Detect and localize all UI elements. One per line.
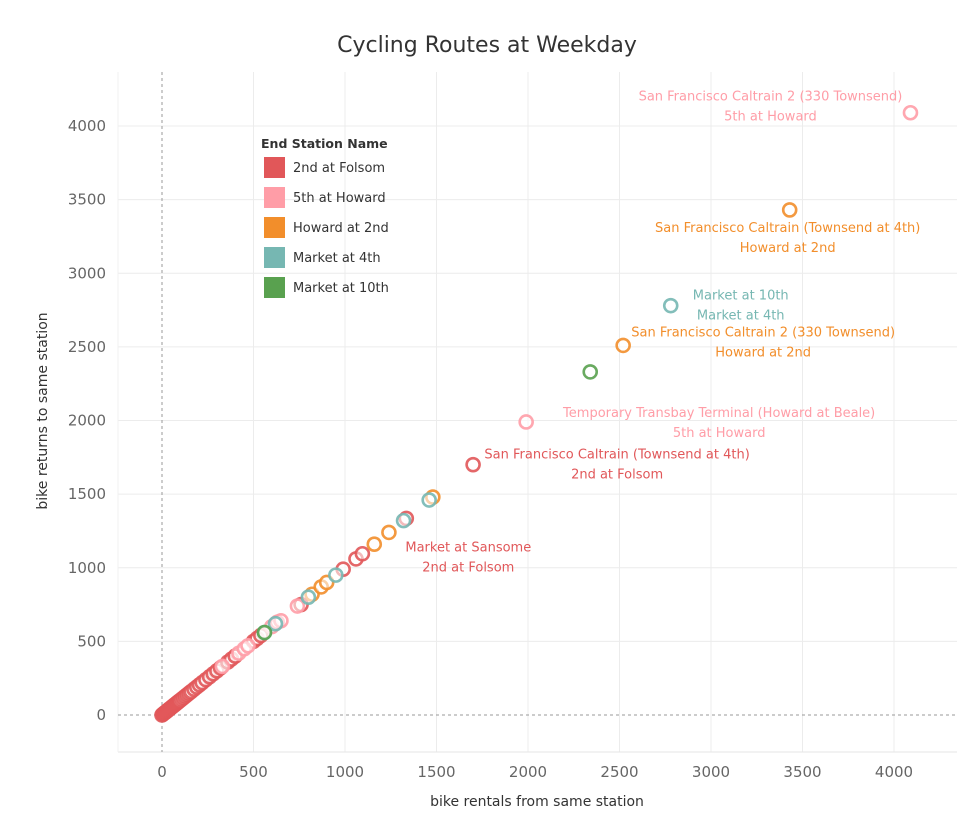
data-point — [582, 364, 599, 380]
annotation-line: 2nd at Folsom — [422, 560, 514, 575]
data-point — [256, 624, 273, 641]
legend-label: 2nd at Folsom — [293, 161, 385, 176]
annotation-line: San Francisco Caltrain (Townsend at 4th) — [484, 448, 749, 463]
y-tick-label: 2500 — [68, 338, 106, 356]
legend: End Station Name 2nd at Folsom 5th at How… — [261, 136, 389, 298]
data-point — [902, 104, 919, 121]
x-tick-label: 4000 — [875, 763, 913, 781]
annotation-line: Howard at 2nd — [740, 241, 836, 256]
x-tick-label: 0 — [157, 763, 167, 781]
legend-item: Market at 4th — [264, 247, 381, 268]
annotation-line: Temporary Transbay Terminal (Howard at B… — [562, 406, 875, 421]
legend-swatch — [264, 247, 285, 268]
data-point — [518, 414, 534, 430]
zero-lines — [118, 72, 957, 752]
legend-label: Howard at 2nd — [293, 221, 389, 236]
annotation-line: San Francisco Caltrain 2 (330 Townsend) — [639, 90, 903, 105]
data-point — [328, 567, 344, 583]
annotation-line: Market at 10th — [693, 289, 789, 304]
data-point — [354, 545, 371, 562]
y-tick-label: 4000 — [68, 117, 106, 135]
data-point — [214, 658, 231, 675]
y-tick-label: 1500 — [68, 485, 106, 503]
data-point — [395, 512, 412, 529]
y-tick-label: 1000 — [68, 559, 106, 577]
annotation: San Francisco Caltrain 2 (330 Townsend) 5… — [639, 90, 903, 125]
grid-lines — [117, 72, 957, 753]
legend-title: End Station Name — [261, 136, 388, 151]
x-tick-label: 500 — [239, 763, 268, 781]
series-market-at-10th — [256, 364, 599, 641]
legend-swatch — [264, 277, 285, 298]
y-axis-title: bike returns to same station — [35, 312, 51, 509]
data-point — [267, 615, 284, 632]
legend-items: 2nd at Folsom 5th at Howard Howard at 2nd M… — [264, 157, 389, 298]
data-point — [662, 297, 679, 314]
data-points — [154, 104, 919, 723]
x-tick-label: 2500 — [600, 763, 638, 781]
legend-swatch — [264, 217, 285, 238]
x-tick-label: 1500 — [417, 763, 455, 781]
x-tick-label: 3500 — [783, 763, 821, 781]
legend-label: 5th at Howard — [293, 191, 386, 206]
annotation-line: Market at Sansome — [405, 540, 531, 555]
y-axis-ticks: 0 500 1000 1500 2000 2500 3000 3500 4000 — [68, 117, 106, 724]
annotation: Market at 10th Market at 4th — [693, 289, 789, 324]
data-point — [781, 202, 798, 218]
legend-item: Howard at 2nd — [264, 217, 389, 238]
data-point — [366, 536, 383, 552]
y-tick-label: 500 — [77, 632, 106, 650]
annotation: San Francisco Caltrain (Townsend at 4th)… — [655, 221, 920, 256]
legend-label: Market at 10th — [293, 281, 389, 296]
y-tick-label: 3000 — [68, 264, 106, 282]
data-point — [421, 492, 437, 508]
legend-item: 5th at Howard — [264, 187, 386, 208]
data-point — [465, 456, 481, 473]
y-tick-label: 3500 — [68, 191, 106, 209]
data-point — [615, 337, 631, 354]
annotation-line: Market at 4th — [697, 309, 785, 324]
legend-item: Market at 10th — [264, 277, 389, 298]
x-axis-ticks: 0 500 1000 1500 2000 2500 3000 3500 4000 — [157, 763, 913, 781]
data-point — [300, 589, 317, 606]
data-point — [381, 524, 397, 541]
data-point — [289, 598, 306, 614]
annotation-line: 5th at Howard — [724, 110, 817, 125]
annotations: San Francisco Caltrain 2 (330 Townsend) 5… — [405, 90, 920, 576]
y-tick-label: 2000 — [68, 412, 106, 430]
annotation: San Francisco Caltrain 2 (330 Townsend) H… — [631, 325, 895, 360]
legend-label: Market at 4th — [293, 251, 381, 266]
chart-title: Cycling Routes at Weekday — [337, 33, 637, 58]
annotation-line: Howard at 2nd — [715, 345, 811, 360]
legend-swatch — [264, 187, 285, 208]
x-tick-label: 1000 — [326, 763, 364, 781]
annotation-line: San Francisco Caltrain (Townsend at 4th) — [655, 221, 920, 236]
legend-swatch — [264, 157, 285, 178]
legend-item: 2nd at Folsom — [264, 157, 385, 178]
y-tick-label: 0 — [96, 706, 106, 724]
annotation: Market at Sansome 2nd at Folsom — [405, 540, 531, 575]
x-axis-title: bike rentals from same station — [430, 794, 644, 810]
annotation-line: San Francisco Caltrain 2 (330 Townsend) — [631, 325, 895, 340]
x-tick-label: 3000 — [692, 763, 730, 781]
annotation: Temporary Transbay Terminal (Howard at B… — [562, 406, 875, 441]
annotation-line: 2nd at Folsom — [571, 468, 663, 483]
annotation-line: 5th at Howard — [673, 426, 766, 441]
x-tick-label: 2000 — [509, 763, 547, 781]
annotation: San Francisco Caltrain (Townsend at 4th)… — [484, 448, 749, 483]
data-point — [240, 637, 256, 654]
